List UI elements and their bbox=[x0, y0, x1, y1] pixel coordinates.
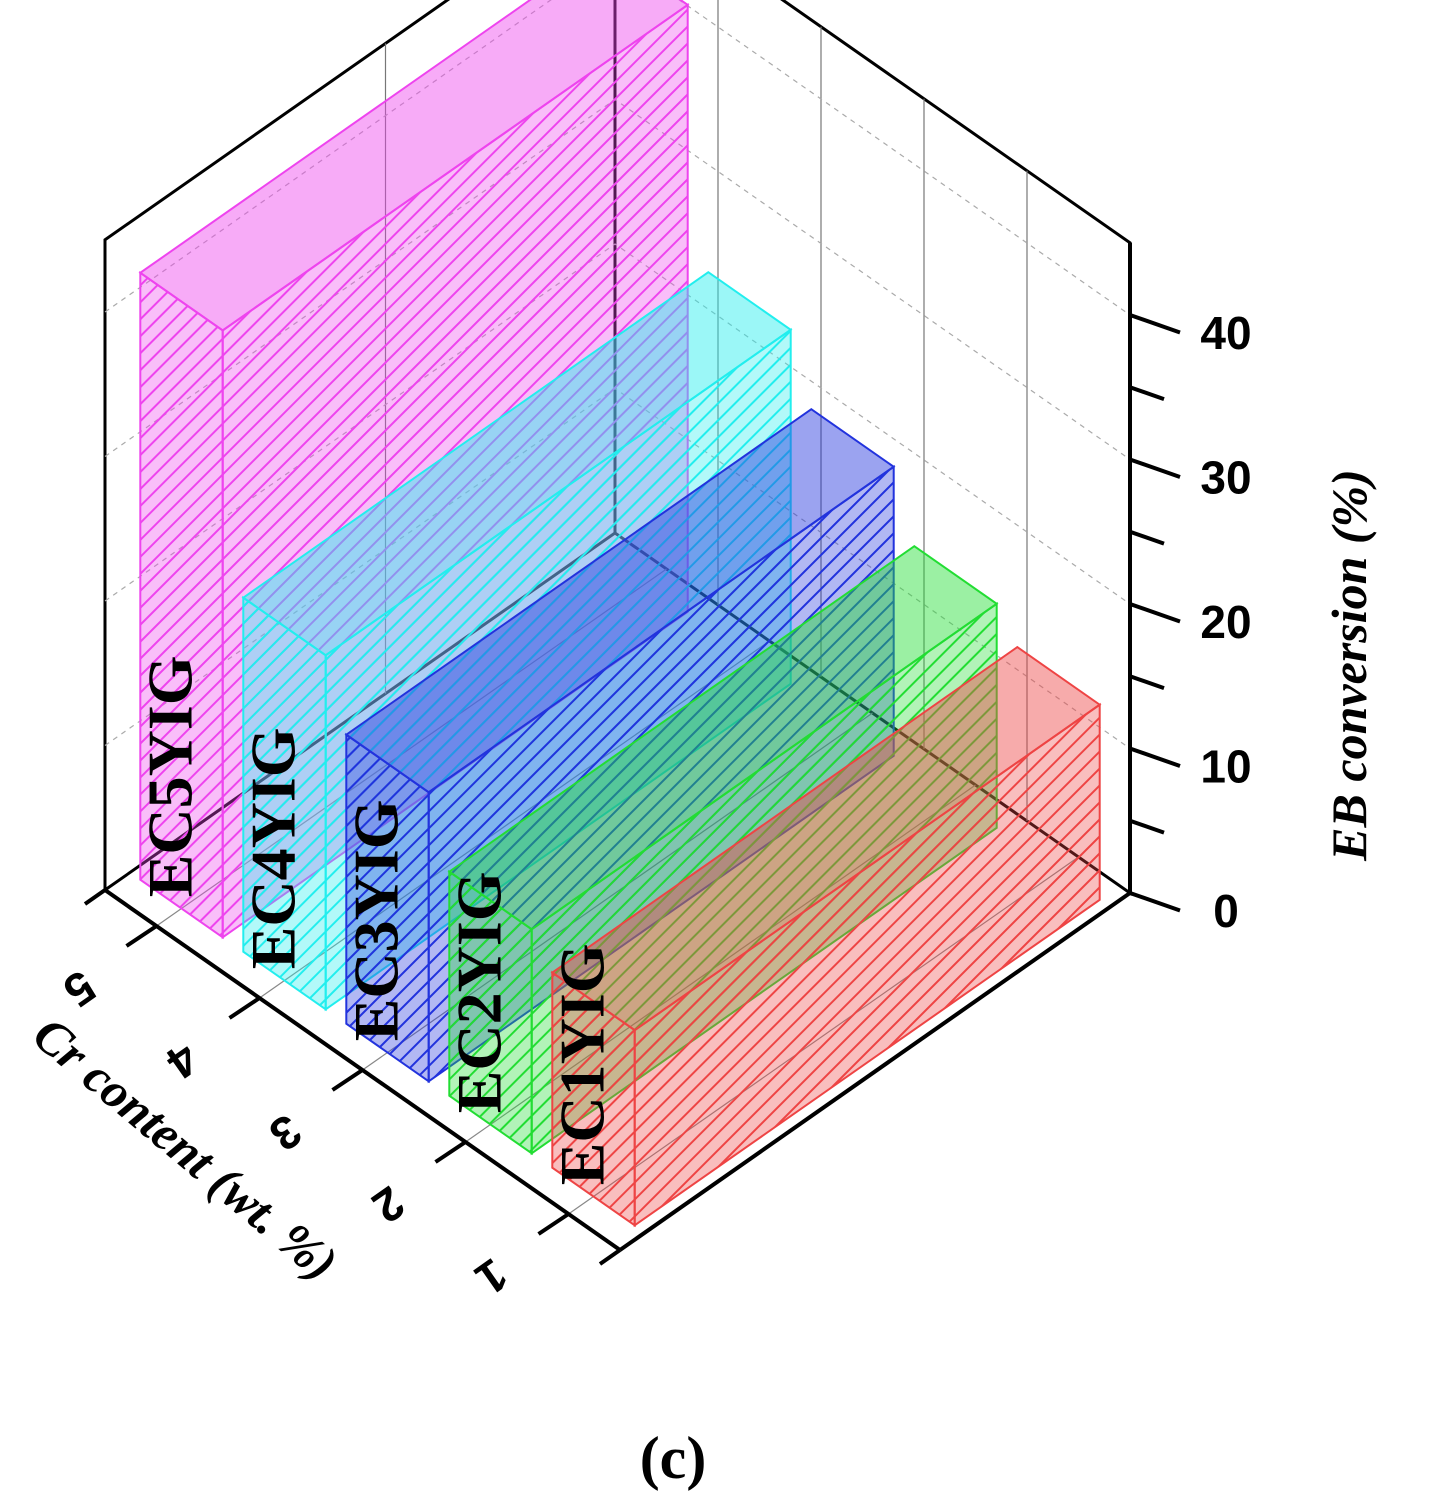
z-tick-label: 10 bbox=[1200, 741, 1251, 793]
bar-label: EC1YIG bbox=[547, 943, 618, 1185]
z-tick-label: 20 bbox=[1200, 596, 1251, 648]
floor-front-right-edge bbox=[618, 891, 1132, 1252]
z-major-tick bbox=[1129, 457, 1181, 479]
z-minor-tick bbox=[1129, 674, 1165, 691]
z-tick-label: 40 bbox=[1200, 307, 1251, 359]
x-end-tick bbox=[598, 1248, 622, 1266]
z-major-tick bbox=[1129, 746, 1181, 768]
x-tick-label: 2 bbox=[363, 1176, 414, 1233]
z-axis-title: EB conversion (%) bbox=[1321, 469, 1377, 862]
grid-line-horizontal bbox=[104, 0, 1131, 316]
bar-top-face bbox=[447, 544, 999, 931]
x-tick bbox=[125, 924, 158, 948]
x-tick bbox=[537, 1212, 570, 1236]
x-tick-label: 4 bbox=[157, 1032, 208, 1090]
x-end-tick bbox=[83, 888, 107, 906]
z-minor-tick bbox=[1129, 385, 1165, 402]
x-tick-label: 1 bbox=[466, 1248, 517, 1305]
x-tick-label: 3 bbox=[260, 1104, 311, 1161]
x-tick bbox=[228, 996, 261, 1020]
z-tick-label: 0 bbox=[1213, 885, 1239, 937]
bar-top-face bbox=[550, 645, 1102, 1032]
bar-label: EC5YIG bbox=[135, 655, 206, 897]
bar-top-face bbox=[138, 0, 690, 332]
bars: EC5YIG EC4YIG EC3YIG EC2YIG EC1YIG bbox=[135, 0, 1102, 1228]
bar-ec1yig: EC1YIG bbox=[547, 645, 1102, 1228]
bar-label: EC2YIG bbox=[444, 871, 515, 1113]
z-tick-label: 30 bbox=[1200, 452, 1251, 504]
z-minor-tick bbox=[1129, 818, 1165, 835]
bar-label: EC3YIG bbox=[341, 799, 412, 1041]
bar-top-face bbox=[241, 270, 793, 657]
bar-ec2yig: EC2YIG bbox=[444, 544, 999, 1156]
z-major-tick bbox=[1129, 891, 1181, 913]
z-major-tick bbox=[1129, 313, 1181, 335]
panel-label: (c) bbox=[640, 1425, 707, 1491]
z-minor-tick bbox=[1129, 529, 1165, 546]
bar-label: EC4YIG bbox=[238, 727, 309, 969]
bar-top-face bbox=[344, 407, 896, 794]
x-tick bbox=[434, 1140, 467, 1164]
z-major-tick bbox=[1129, 602, 1181, 624]
x-tick bbox=[331, 1068, 364, 1092]
